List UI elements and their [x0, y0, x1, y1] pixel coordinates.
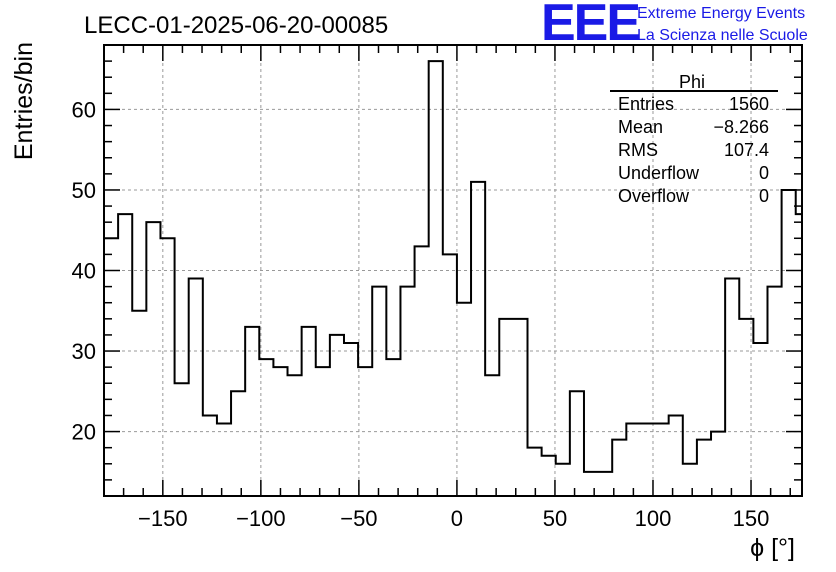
histogram-bin — [669, 415, 683, 496]
stats-title: Phi — [679, 72, 705, 92]
histogram-bin — [175, 383, 189, 496]
histogram-bin — [485, 375, 499, 496]
stats-value: −8.266 — [713, 117, 769, 137]
histogram-bin — [203, 415, 217, 496]
histogram-bin — [499, 319, 513, 496]
histogram-bin — [683, 464, 697, 496]
x-tick-label: −100 — [236, 506, 286, 531]
x-tick-label: 150 — [733, 506, 770, 531]
histogram-bin — [457, 303, 471, 496]
x-tick-label: 100 — [635, 506, 672, 531]
histogram-bin — [302, 327, 316, 496]
histogram-bin — [556, 464, 570, 496]
histogram-bin — [146, 222, 160, 496]
chart-title: LECC-01-2025-06-20-00085 — [84, 12, 388, 39]
eee-logo: EEE Extreme Energy Events La Scienza nel… — [541, 0, 808, 52]
y-tick-label: 20 — [72, 420, 96, 445]
histogram-bin — [118, 214, 132, 496]
stats-value: 0 — [759, 186, 769, 206]
y-tick-label: 40 — [72, 259, 96, 284]
histogram-bin — [782, 190, 796, 496]
histogram-bin — [443, 254, 457, 496]
y-tick-label: 60 — [72, 97, 96, 122]
stats-value: 107.4 — [724, 140, 769, 160]
stats-box: Phi Entries 1560 Mean −8.266 RMS 107.4 U… — [610, 72, 778, 206]
x-axis-title: ϕ [°] — [750, 534, 795, 562]
y-tick-label: 50 — [72, 178, 96, 203]
histogram-bin — [471, 182, 485, 496]
histogram-bin — [753, 343, 767, 496]
logo-line1: Extreme Energy Events — [637, 5, 805, 22]
histogram-bin — [655, 424, 669, 496]
stats-value: 1560 — [729, 94, 769, 114]
stats-label: Entries — [618, 94, 674, 114]
stats-row-mean: Mean −8.266 — [618, 117, 769, 137]
histogram-bin — [217, 424, 231, 496]
histogram-bin — [429, 61, 443, 496]
histogram-bin — [231, 391, 245, 496]
histogram-bin — [288, 375, 302, 496]
histogram-bin — [259, 359, 273, 496]
stats-row-entries: Entries 1560 — [618, 94, 769, 114]
stats-row-underflow: Underflow 0 — [618, 163, 769, 183]
histogram-bin — [160, 238, 174, 496]
histogram-outline — [104, 60, 802, 473]
stats-label: RMS — [618, 140, 658, 160]
stats-row-overflow: Overflow 0 — [618, 186, 769, 206]
histogram-bin — [528, 448, 542, 496]
y-tick-label: 30 — [72, 339, 96, 364]
x-tick-labels: −150 −100 −50 0 50 100 150 — [138, 506, 769, 531]
histogram-bin — [386, 359, 400, 496]
histogram-bin — [330, 335, 344, 496]
axis-ticks — [104, 44, 802, 496]
histogram-bin — [245, 327, 259, 496]
histogram-bin — [400, 287, 414, 496]
histogram-bin — [344, 343, 358, 496]
stats-label: Overflow — [618, 186, 690, 206]
logo-mark: EEE — [541, 0, 639, 52]
histogram-bin — [513, 319, 527, 496]
histogram-bin — [570, 391, 584, 496]
stats-row-rms: RMS 107.4 — [618, 140, 769, 160]
histogram-bin — [372, 287, 386, 496]
histogram-bin — [697, 440, 711, 496]
histogram-bin — [598, 472, 612, 496]
histogram-bin — [711, 432, 725, 496]
x-tick-label: 0 — [451, 506, 463, 531]
plot-frame — [103, 44, 803, 497]
histogram-bin — [132, 311, 146, 496]
stats-value: 0 — [759, 163, 769, 183]
grid — [104, 45, 802, 496]
histogram-bin — [415, 246, 429, 496]
x-tick-label: −150 — [138, 506, 188, 531]
x-tick-label: 50 — [543, 506, 567, 531]
y-tick-labels: 20 30 40 50 60 — [72, 97, 96, 444]
histogram-bin — [584, 472, 598, 496]
histogram-bin — [767, 287, 781, 496]
histogram-bin — [542, 456, 556, 496]
x-tick-label: −50 — [340, 506, 377, 531]
histogram-bin — [725, 279, 739, 496]
y-axis-title: Entries/bin — [10, 42, 38, 160]
logo-line2: La Scienza nelle Scuole — [637, 27, 808, 44]
stats-label: Mean — [618, 117, 663, 137]
histogram-bin — [626, 424, 640, 496]
stats-label: Underflow — [618, 163, 700, 183]
histogram-bin — [189, 279, 203, 496]
histogram-bin — [612, 440, 626, 496]
histogram-bins — [104, 61, 802, 496]
